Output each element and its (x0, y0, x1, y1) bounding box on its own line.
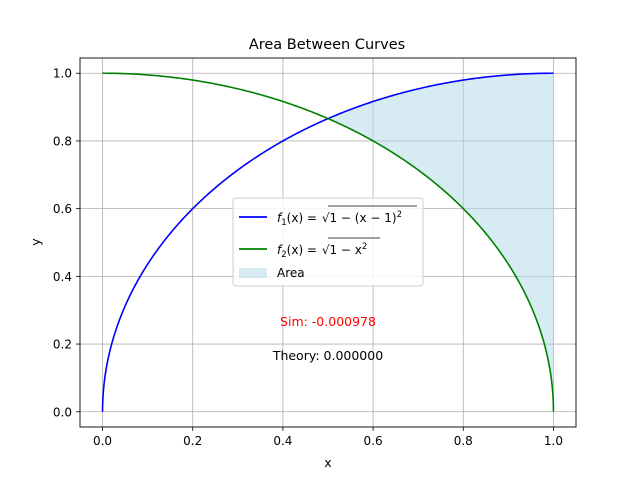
legend-swatch-area (239, 268, 267, 278)
y-tick-label: 0.0 (53, 405, 72, 419)
y-tick-label: 1.0 (53, 67, 72, 81)
legend-label-f1: f1(x) = √1 − (x − 1)2 (277, 210, 402, 228)
legend-f2-name: f (277, 243, 283, 257)
legend-f2-rest: (x) = (287, 243, 321, 257)
x-tick-label: 0.6 (364, 434, 383, 448)
y-tick-label: 0.8 (53, 134, 72, 148)
legend-box (232, 197, 424, 287)
x-axis-ticks: 0.0 0.2 0.4 0.6 0.8 1.0 (93, 427, 563, 448)
plot-frame (79, 57, 577, 428)
legend-f2-exp: 2 (362, 242, 367, 252)
x-tick-label: 0.4 (273, 434, 292, 448)
y-tick-label: 0.4 (53, 270, 72, 284)
legend-f1-exp: 2 (397, 210, 402, 220)
legend-f1-sqrt: √ (322, 211, 330, 225)
legend: f1(x) = √1 − (x − 1)2 f2(x) = √1 − x2 Ar… (232, 197, 424, 287)
x-tick-label: 0.2 (183, 434, 202, 448)
legend-f1-rest: (x) = (287, 211, 321, 225)
annotation-theory: Theory: 0.000000 (272, 348, 383, 363)
y-axis-ticks: 0.0 0.2 0.4 0.6 0.8 1.0 (53, 67, 80, 419)
area-fill (328, 73, 554, 412)
legend-f1-radicand: 1 − (x − 1) (329, 211, 396, 225)
y-axis-label: y (28, 238, 43, 246)
annotation-sim: Sim: -0.000978 (280, 314, 376, 329)
y-tick-label: 0.2 (53, 338, 72, 352)
x-tick-label: 1.0 (544, 434, 563, 448)
x-tick-label: 0.8 (454, 434, 473, 448)
legend-f1-sub: 1 (281, 218, 286, 228)
legend-f2-sub: 2 (281, 250, 286, 260)
chart-title: Area Between Curves (249, 37, 405, 53)
legend-f2-sqrt: √ (322, 243, 330, 257)
legend-label-area: Area (277, 266, 305, 280)
x-tick-label: 0.0 (93, 434, 112, 448)
y-tick-label: 0.6 (53, 202, 72, 216)
legend-label-f2: f2(x) = √1 − x2 (277, 242, 367, 260)
legend-f1-name: f (277, 211, 283, 225)
x-axis-label: x (324, 455, 331, 470)
series-line-f2 (102, 72, 555, 412)
legend-f2-radicand: 1 − x (329, 243, 361, 257)
